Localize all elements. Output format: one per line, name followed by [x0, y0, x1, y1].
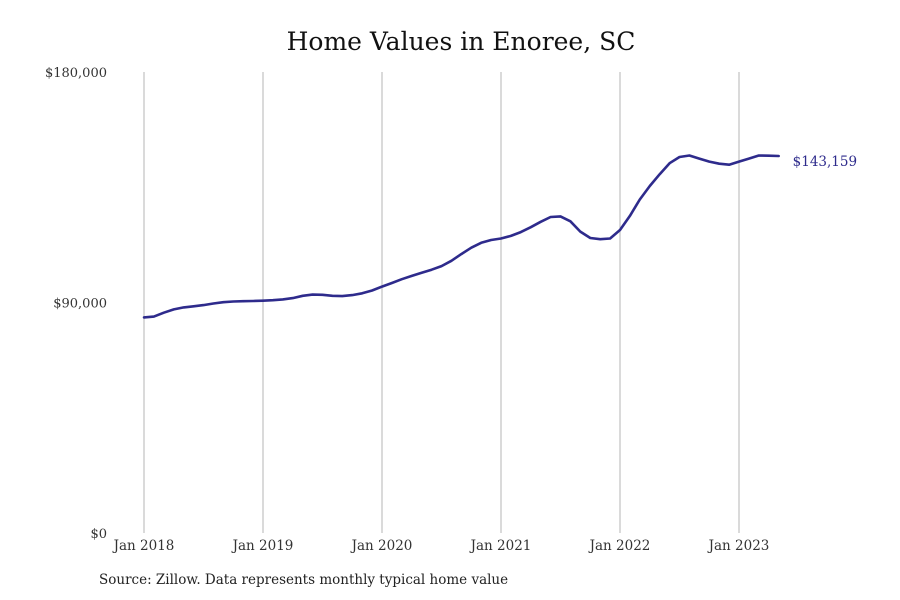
data-point — [510, 235, 512, 237]
data-point — [559, 215, 562, 218]
x-tick-label: Jan 2018 — [112, 538, 175, 554]
data-point — [629, 215, 631, 217]
data-point — [222, 301, 224, 303]
data-point — [480, 242, 482, 244]
y-axis-ticks: $0 $90,000 $180,000 — [45, 66, 107, 542]
data-point — [450, 260, 453, 262]
data-point — [361, 292, 363, 294]
data-point — [649, 185, 651, 187]
data-point — [143, 316, 145, 318]
data-point — [391, 282, 393, 284]
data-point — [748, 157, 750, 160]
data-point — [500, 237, 502, 240]
data-point — [549, 216, 552, 218]
data-point — [212, 302, 215, 305]
y-tick-label: $0 — [90, 527, 107, 542]
data-point — [440, 265, 443, 267]
data-point — [292, 297, 294, 299]
y-tick-label: $90,000 — [53, 297, 107, 312]
data-point — [173, 308, 175, 311]
data-point — [490, 239, 492, 241]
data-point — [183, 306, 185, 308]
data-point — [688, 154, 691, 157]
data-point — [778, 155, 780, 157]
data-point — [311, 293, 314, 296]
data-point — [242, 300, 244, 302]
x-tick-label: Jan 2019 — [231, 538, 294, 554]
grid-lines — [143, 72, 740, 533]
x-tick-label: Jan 2020 — [350, 538, 413, 554]
data-point — [708, 161, 710, 163]
data-point — [351, 294, 353, 296]
chart-title: Home Values in Enoree, SC — [286, 27, 636, 56]
source-note: Source: Zillow. Data represents monthly … — [99, 572, 509, 588]
data-point — [520, 231, 522, 233]
data-point — [192, 305, 195, 307]
data-point — [530, 226, 532, 228]
data-point — [430, 269, 433, 271]
data-point — [678, 156, 681, 158]
data-point — [341, 295, 343, 297]
data-point — [460, 253, 462, 255]
data-point — [470, 247, 472, 249]
data-point — [421, 272, 423, 274]
data-point — [321, 294, 324, 296]
data-point — [659, 173, 661, 175]
x-axis-ticks: Jan 2018 Jan 2019 Jan 2020 Jan 2021 Jan 2022… — [112, 538, 770, 554]
data-point — [668, 162, 671, 164]
x-tick-label: Jan 2022 — [588, 538, 651, 554]
data-point — [153, 315, 155, 318]
data-point — [728, 164, 730, 166]
data-point — [282, 298, 284, 301]
data-point — [599, 238, 601, 240]
data-point — [262, 300, 264, 302]
data-point — [252, 300, 254, 302]
data-point — [718, 163, 720, 165]
data-point — [302, 295, 304, 297]
data-point — [579, 230, 581, 233]
data-point — [232, 300, 234, 303]
data-point — [589, 237, 591, 239]
data-point — [758, 154, 760, 157]
x-tick-label: Jan 2021 — [469, 538, 532, 554]
data-point — [698, 157, 700, 160]
data-point — [569, 220, 572, 222]
data-point — [738, 161, 740, 163]
data-point — [411, 275, 413, 277]
data-point — [331, 295, 334, 297]
data-point — [401, 278, 403, 280]
data-point — [540, 221, 542, 223]
data-point — [272, 299, 274, 301]
data-point — [163, 312, 165, 314]
end-label-layer: $143,159 — [793, 154, 857, 170]
data-point — [619, 229, 621, 231]
data-point — [639, 198, 641, 201]
end-value-label: $143,159 — [793, 154, 857, 170]
y-tick-label: $180,000 — [45, 66, 107, 81]
x-tick-label: Jan 2023 — [707, 538, 770, 554]
data-point — [768, 155, 770, 157]
data-point — [371, 289, 373, 292]
data-point — [381, 286, 383, 288]
series-layer — [142, 154, 780, 319]
data-point — [609, 237, 611, 240]
series-line — [142, 154, 780, 319]
data-point — [202, 304, 205, 306]
